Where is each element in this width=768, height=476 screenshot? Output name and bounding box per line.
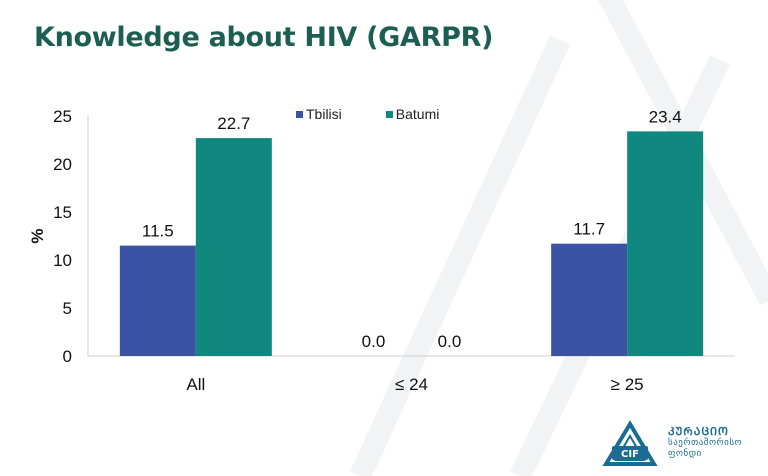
legend-label-batumi: Batumi [395,106,440,122]
logo-subtitle: საერთაშორისო ფონდი [668,438,743,459]
data-label: 23.4 [649,107,682,126]
bar-tbilisi-0 [119,245,196,356]
legend-swatch-tbilisi [296,110,303,118]
y-tick-label: 0 [63,347,72,366]
legend-label-tbilisi: Tbilisi [306,106,342,122]
logo-mark-text: CIF [621,449,639,460]
y-tick-label: 25 [53,107,72,126]
y-tick-label: 15 [53,203,72,222]
data-label: 11.7 [573,220,605,239]
data-label: 0.0 [362,332,386,351]
x-category-label: All [186,375,205,394]
cif-logo: CIF ᲙᲣᲠᲐᲪᲘᲝ საერთაშორისო ფონდი [598,416,763,468]
data-label: 11.5 [142,222,174,241]
logo-name: ᲙᲣᲠᲐᲪᲘᲝ [668,425,729,438]
bar-batumi-0 [195,138,272,356]
data-label: 0.0 [438,332,462,351]
y-tick-label: 10 [53,251,72,270]
legend-swatch-batumi [385,110,393,118]
bar-tbilisi-2 [551,243,628,356]
legend-item-batumi: Batumi [385,106,440,122]
page-title: Knowledge about HIV (GARPR) [34,22,494,53]
x-category-label: ≥ 25 [611,375,644,394]
chart-legend: Tbilisi Batumi [296,106,483,122]
legend-item-tbilisi: Tbilisi [296,106,342,122]
y-axis-title: % [28,228,47,243]
data-label: 22.7 [217,114,250,133]
cif-triangle-logo-icon: CIF [602,420,658,466]
bar-batumi-2 [627,131,704,356]
x-category-label: ≤ 24 [395,375,428,394]
y-tick-label: 20 [53,155,72,174]
y-tick-label: 5 [63,299,72,318]
